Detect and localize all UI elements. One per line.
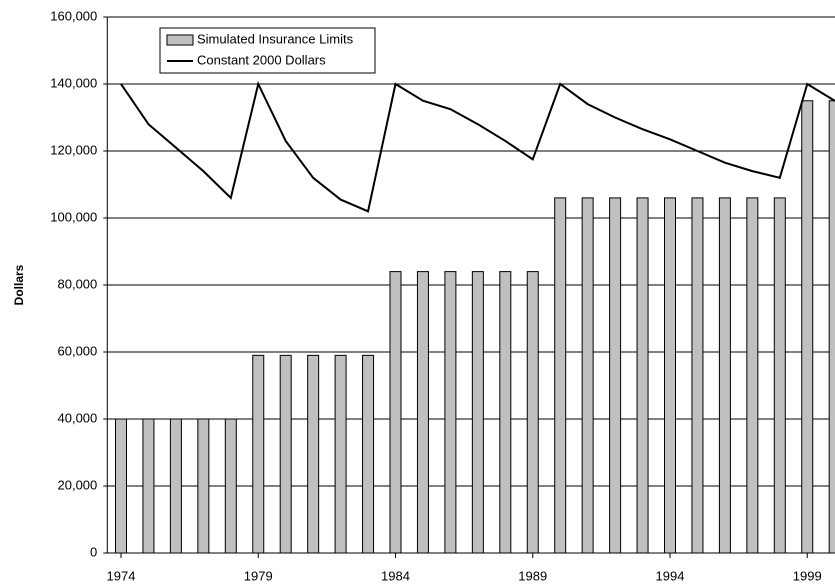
- y-tick-label: 60,000: [58, 343, 98, 358]
- x-tick-label: 1989: [518, 568, 547, 583]
- bar: [389, 271, 402, 554]
- bar: [115, 418, 127, 554]
- bar: [609, 197, 622, 554]
- bar: [224, 418, 237, 554]
- bar: [416, 271, 429, 554]
- x-tick-label: 1984: [381, 568, 410, 583]
- legend: Simulated Insurance Limits Constant 2000 …: [159, 27, 376, 74]
- bar: [279, 354, 292, 554]
- x-tick-label: 1974: [107, 568, 136, 583]
- bar: [334, 354, 347, 554]
- y-tick-label: 40,000: [58, 410, 98, 425]
- bar: [636, 197, 649, 554]
- bar: [444, 271, 457, 554]
- y-tick-label: 20,000: [58, 477, 98, 492]
- bar: [526, 271, 539, 554]
- y-tick-label: 100,000: [50, 209, 97, 224]
- bar: [499, 271, 512, 554]
- y-tick-label: 0: [90, 544, 97, 559]
- legend-box: [159, 27, 376, 74]
- legend-label: Simulated Insurance Limits: [197, 31, 354, 46]
- x-tick-label: 1994: [656, 568, 685, 583]
- bar: [142, 418, 155, 554]
- x-tick-label: 1979: [244, 568, 273, 583]
- line: [120, 81, 835, 213]
- bar: [718, 197, 731, 554]
- y-tick-label: 120,000: [50, 142, 97, 157]
- y-tick-label: 140,000: [50, 75, 97, 90]
- bar: [362, 354, 375, 554]
- bar: [664, 197, 676, 554]
- bar: [746, 197, 759, 554]
- y-tick-label: 80,000: [58, 276, 98, 291]
- bar: [471, 271, 484, 554]
- bar: [252, 354, 265, 554]
- bar: [691, 197, 704, 554]
- bar: [773, 197, 786, 554]
- y-tick-label: 160,000: [50, 8, 97, 23]
- bar: [307, 354, 320, 554]
- bar: [197, 418, 210, 554]
- bar: [554, 197, 567, 554]
- bar: [801, 100, 814, 554]
- bar: [581, 197, 594, 554]
- bar: [828, 100, 835, 554]
- x-tick-label: 1999: [793, 568, 822, 583]
- y-axis-label: Dollars: [12, 264, 26, 305]
- legend-swatch: [166, 34, 194, 46]
- legend-label: Constant 2000 Dollars: [197, 52, 326, 67]
- bar: [169, 418, 182, 554]
